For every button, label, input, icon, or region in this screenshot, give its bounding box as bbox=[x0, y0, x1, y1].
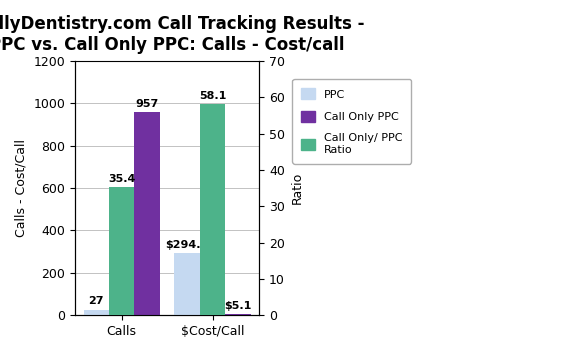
Text: 35.4: 35.4 bbox=[108, 174, 135, 184]
Title: PhillyDentistry.com Call Tracking Results -
PPC vs. Call Only PPC: Calls - Cost/: PhillyDentistry.com Call Tracking Result… bbox=[0, 15, 365, 54]
Text: $5.1: $5.1 bbox=[225, 301, 252, 311]
Legend: PPC, Call Only PPC, Call Only/ PPC
Ratio: PPC, Call Only PPC, Call Only/ PPC Ratio bbox=[293, 79, 411, 164]
Text: 957: 957 bbox=[136, 99, 159, 109]
Text: 27: 27 bbox=[88, 297, 104, 306]
Bar bbox=[135, 112, 160, 315]
Bar bbox=[225, 314, 251, 315]
Y-axis label: Ratio: Ratio bbox=[290, 172, 303, 204]
Bar bbox=[200, 104, 225, 315]
Text: $294.0: $294.0 bbox=[166, 240, 209, 250]
Bar bbox=[109, 187, 135, 315]
Y-axis label: Calls - Cost/Call: Calls - Cost/Call bbox=[15, 139, 28, 237]
Bar bbox=[174, 253, 200, 315]
Text: 58.1: 58.1 bbox=[199, 91, 226, 101]
Bar bbox=[84, 310, 109, 315]
